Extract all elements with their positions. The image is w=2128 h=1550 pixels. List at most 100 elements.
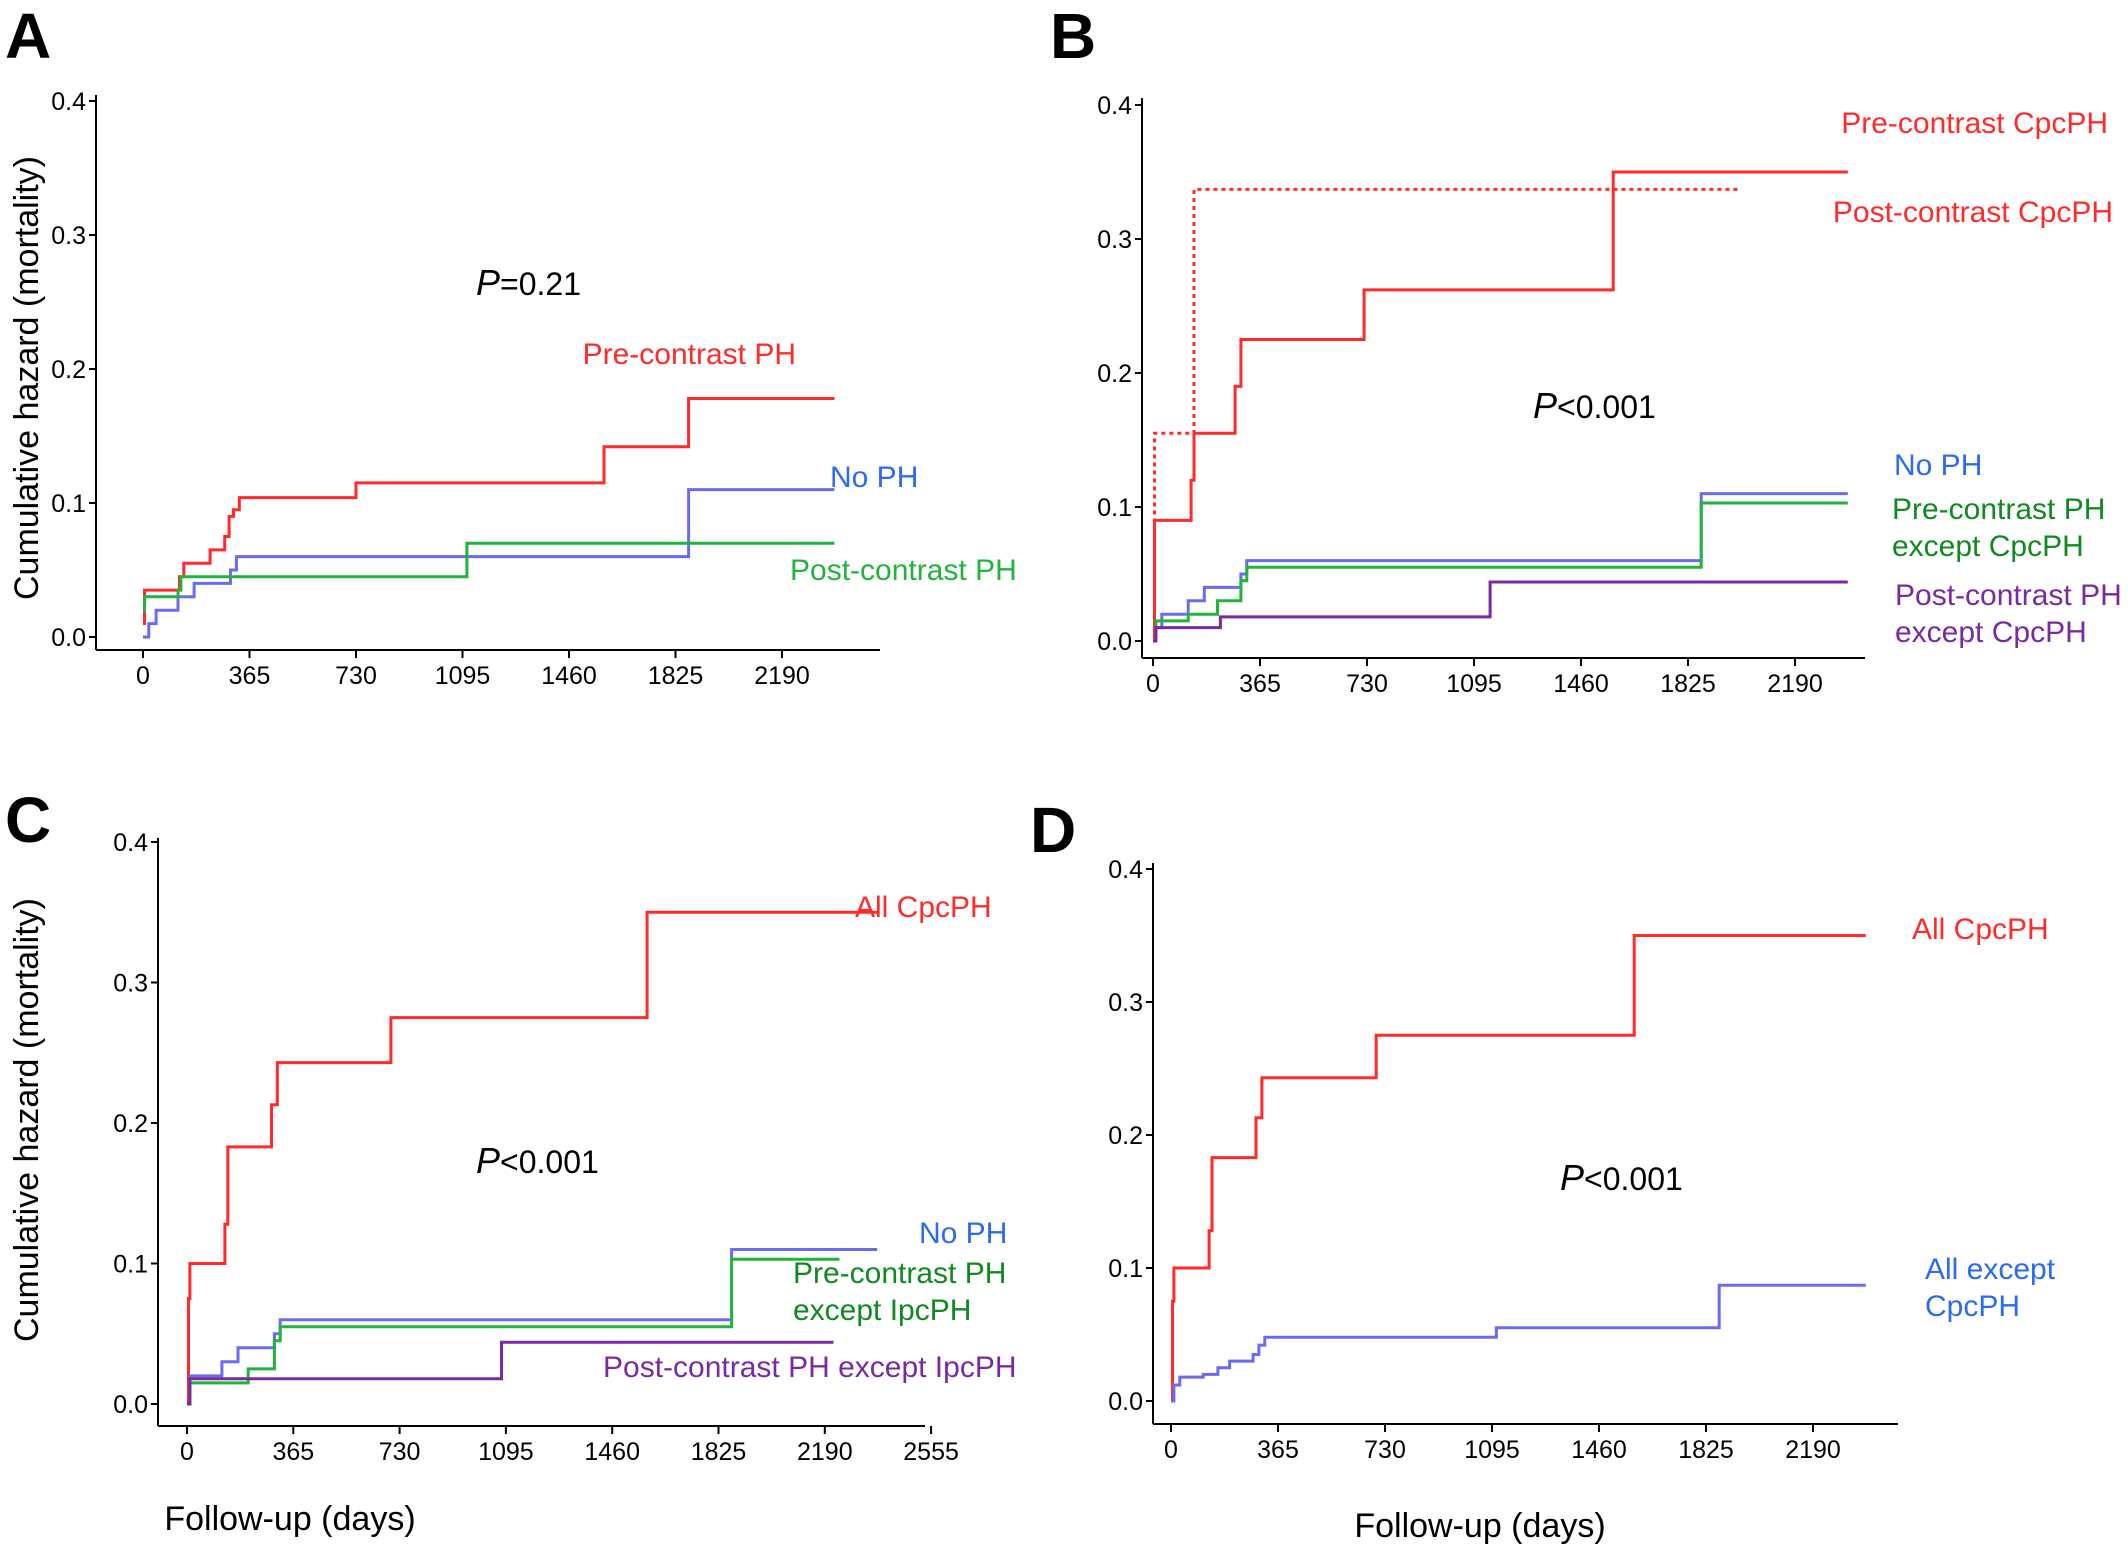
- x-tick-label: 730: [1364, 1436, 1406, 1464]
- series-label-1: No PH: [830, 461, 918, 494]
- x-tick-label: 1460: [584, 1438, 640, 1466]
- series-label-1: Post-contrast CpcPH: [1833, 196, 2113, 229]
- series-label-2: No PH: [1894, 449, 1982, 482]
- series-line-0: [143, 397, 835, 626]
- x-tick-label: 730: [1346, 670, 1388, 698]
- series-line-0: [1171, 934, 1866, 1403]
- series-label-line: except CpcPH: [1892, 530, 2084, 563]
- series-label-line: No PH: [1894, 449, 1982, 482]
- series-label-line: CpcPH: [1925, 1290, 2020, 1323]
- p-text: <0.001: [1557, 389, 1656, 425]
- series-label-2: Post-contrast PH: [790, 554, 1017, 587]
- series-label-0: All CpcPH: [1912, 913, 2049, 946]
- x-tick-label: 1825: [691, 1438, 747, 1466]
- p-text: =0.21: [500, 266, 581, 302]
- p-symbol: P: [476, 262, 500, 303]
- x-axis-title: Follow-up (days): [1354, 1507, 1605, 1545]
- x-tick-label: 0: [180, 1438, 194, 1466]
- series-line-1: [143, 488, 835, 639]
- series-label-line: Pre-contrast PH: [1892, 493, 2105, 526]
- x-tick-label: 1825: [648, 662, 704, 690]
- series-label-line: All CpcPH: [1912, 913, 2049, 946]
- x-tick-label: 2190: [754, 662, 810, 690]
- x-tick-label: 365: [1239, 670, 1281, 698]
- y-tick-label: 0.0: [1108, 1388, 1143, 1416]
- series-label-line: Pre-contrast CpcPH: [1841, 107, 2108, 140]
- p-text: <0.001: [1584, 1161, 1683, 1197]
- series-label-0: All CpcPH: [855, 891, 992, 924]
- panel-letter: C: [5, 784, 51, 856]
- x-tick-label: 0: [1146, 670, 1160, 698]
- series-label-1: No PH: [919, 1217, 1007, 1250]
- x-tick-label: 1825: [1660, 670, 1716, 698]
- x-tick-label: 365: [1257, 1436, 1299, 1464]
- p-symbol: P: [1533, 385, 1557, 426]
- series-label-line: All CpcPH: [855, 891, 992, 924]
- x-tick-label: 0: [136, 662, 150, 690]
- x-tick-label: 1095: [1464, 1436, 1520, 1464]
- panel-B: B 0.0 0.1 0.2 0.3 0.4 0 365 730 1095 1460 1825 2190 P…: [1050, 0, 2122, 698]
- y-tick-label: 0.3: [1108, 989, 1143, 1017]
- x-tick-label: 1460: [541, 662, 597, 690]
- series-label-3: Post-contrast PH except IpcPH: [603, 1351, 1017, 1384]
- series-label-line: Post-contrast CpcPH: [1833, 196, 2113, 229]
- x-tick-label: 1825: [1678, 1436, 1734, 1464]
- series-label-line: Pre-contrast PH: [793, 1257, 1006, 1290]
- series-line-0: [1153, 170, 1848, 643]
- x-tick-label: 730: [335, 662, 377, 690]
- series-label-0: Pre-contrast PH: [583, 338, 796, 371]
- y-tick-label: 0.4: [1097, 92, 1132, 120]
- x-tick-label: 1460: [1553, 670, 1609, 698]
- p-text: <0.001: [500, 1144, 599, 1180]
- series-line-1: [1171, 1283, 1866, 1403]
- y-tick-label: 0.4: [51, 88, 86, 116]
- y-tick-label: 0.4: [1108, 856, 1143, 884]
- p-symbol: P: [1560, 1157, 1584, 1198]
- series-line-4: [1153, 580, 1848, 643]
- x-tick-label: 365: [272, 1438, 314, 1466]
- y-tick-label: 0.2: [1097, 360, 1132, 388]
- p-value: P<0.001: [476, 1140, 599, 1181]
- p-value: P<0.001: [1560, 1157, 1683, 1198]
- series-label-line: No PH: [830, 461, 918, 494]
- y-tick-label: 0.2: [51, 356, 86, 384]
- series-label-line: Post-contrast PH except IpcPH: [603, 1351, 1017, 1384]
- y-tick-label: 0.1: [113, 1251, 148, 1279]
- panel-D: D 0.0 0.1 0.2 0.3 0.4 0 365 730 1095 1460 1825 2190 F…: [1030, 794, 2056, 1545]
- y-tick-label: 0.3: [1097, 226, 1132, 254]
- series-label-3: Pre-contrast PH except CpcPH: [1892, 493, 2105, 563]
- y-tick-label: 0.1: [1108, 1255, 1143, 1283]
- y-tick-label: 0.3: [113, 970, 148, 998]
- x-tick-label: 365: [229, 662, 271, 690]
- series-label-line: Post-contrast PH: [790, 554, 1017, 587]
- x-tick-label: 730: [379, 1438, 421, 1466]
- series-label-line: All except: [1925, 1253, 2056, 1286]
- y-tick-label: 0.3: [51, 222, 86, 250]
- panel-C: C 0.0 0.1 0.2 0.3 0.4 0 365 730 1095 1460 1825 2190 2…: [5, 784, 1017, 1538]
- series-label-1: All except CpcPH: [1925, 1253, 2056, 1323]
- series-line-3: [1153, 501, 1848, 643]
- y-tick-label: 0.0: [51, 624, 86, 652]
- y-tick-label: 0.1: [1097, 494, 1132, 522]
- panel-A: A 0.0 0.1 0.2 0.3 0.4 0 365 730 1095 1460 1825 2190 C…: [5, 0, 1017, 690]
- series-label-0: Pre-contrast CpcPH: [1841, 107, 2108, 140]
- y-tick-label: 0.1: [51, 490, 86, 518]
- series-label-2: Pre-contrast PH except IpcPH: [793, 1257, 1006, 1327]
- series-line-3: [187, 1340, 834, 1406]
- x-tick-label: 1095: [435, 662, 491, 690]
- x-tick-label: 2190: [1767, 670, 1823, 698]
- x-tick-label: 0: [1164, 1436, 1178, 1464]
- panel-letter: D: [1030, 794, 1076, 866]
- series-line-2: [143, 541, 835, 612]
- p-symbol: P: [476, 1140, 500, 1181]
- series-label-line: Post-contrast PH: [1895, 579, 2122, 612]
- x-tick-label: 1460: [1571, 1436, 1627, 1464]
- y-axis-title: Cumulative hazard (mortality): [8, 156, 46, 600]
- series-line-0: [187, 910, 878, 1406]
- y-tick-label: 0.4: [113, 829, 148, 857]
- series-label-line: except IpcPH: [793, 1294, 971, 1327]
- y-tick-label: 0.2: [1108, 1122, 1143, 1150]
- series-label-4: Post-contrast PH except CpcPH: [1895, 579, 2122, 649]
- y-tick-label: 0.0: [1097, 628, 1132, 656]
